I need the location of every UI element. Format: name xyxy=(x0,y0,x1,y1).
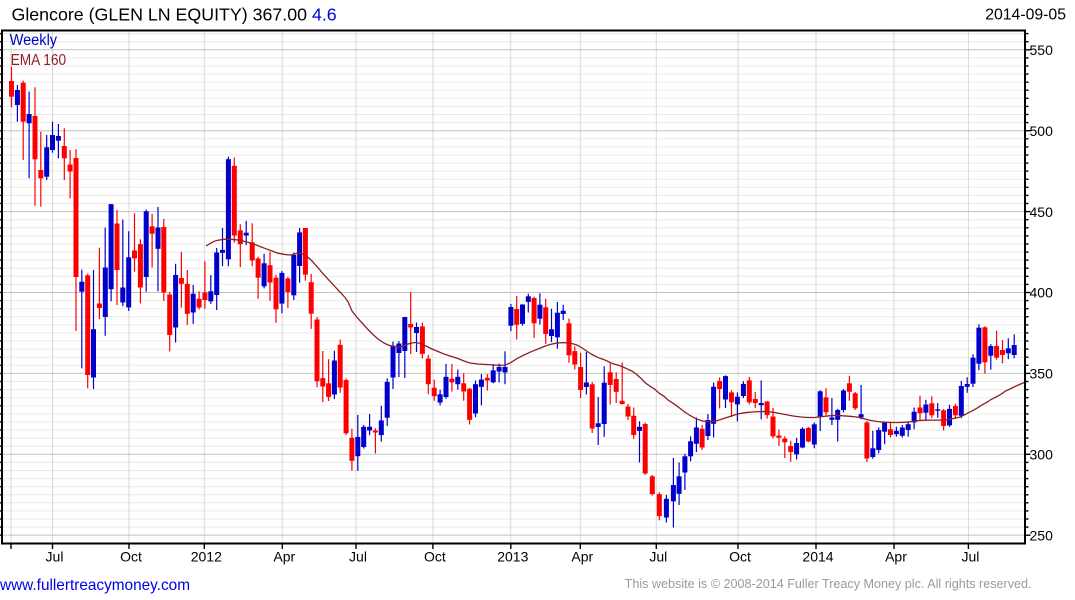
svg-text:400: 400 xyxy=(1030,285,1054,301)
svg-text:Jul: Jul xyxy=(46,549,64,565)
svg-text:Apr: Apr xyxy=(273,549,295,565)
svg-text:2012: 2012 xyxy=(191,549,222,565)
svg-text:2013: 2013 xyxy=(497,549,528,565)
svg-text:Oct: Oct xyxy=(424,549,446,565)
svg-text:450: 450 xyxy=(1030,204,1054,220)
svg-text:350: 350 xyxy=(1030,366,1054,382)
svg-text:EMA 160: EMA 160 xyxy=(11,52,67,69)
svg-text:250: 250 xyxy=(1030,527,1054,543)
svg-text:Glencore (GLEN LN EQUITY) 367.: Glencore (GLEN LN EQUITY) 367.00 4.6 xyxy=(12,5,337,25)
svg-text:Jul: Jul xyxy=(961,549,979,565)
svg-text:550: 550 xyxy=(1030,42,1054,58)
svg-text:500: 500 xyxy=(1030,123,1054,139)
svg-text:Jul: Jul xyxy=(649,549,667,565)
svg-text:2014: 2014 xyxy=(802,549,833,565)
svg-text:Oct: Oct xyxy=(729,549,751,565)
svg-text:2014-09-05: 2014-09-05 xyxy=(985,7,1066,24)
svg-text:Apr: Apr xyxy=(885,549,907,565)
svg-text:This website is © 2008-2014 Fu: This website is © 2008-2014 Fuller Treac… xyxy=(625,577,1032,591)
svg-text:300: 300 xyxy=(1030,446,1054,462)
svg-text:www.fullertreacymoney.com: www.fullertreacymoney.com xyxy=(0,577,190,594)
svg-text:Oct: Oct xyxy=(120,549,142,565)
svg-text:Jul: Jul xyxy=(349,549,367,565)
svg-text:Apr: Apr xyxy=(571,549,593,565)
svg-text:Weekly: Weekly xyxy=(10,32,58,49)
